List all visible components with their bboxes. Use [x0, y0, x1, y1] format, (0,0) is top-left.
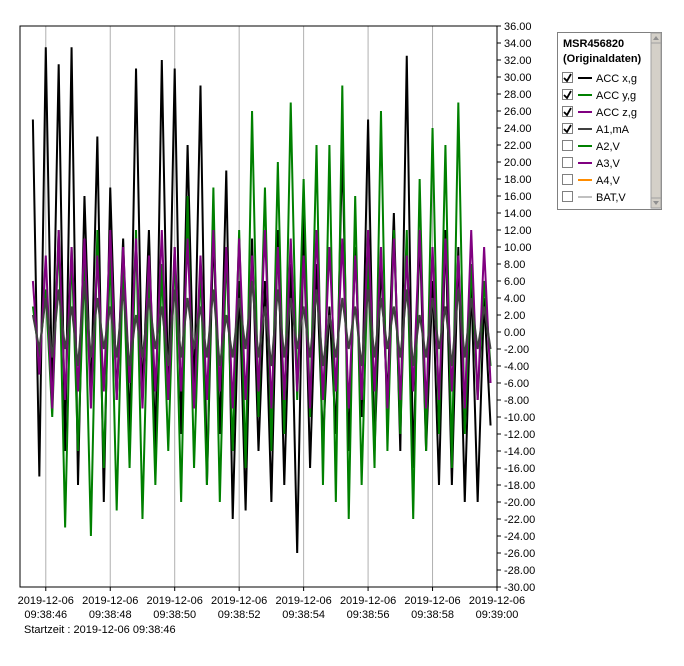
y-tick-label: 4.00 — [504, 293, 525, 305]
y-tick-label: -8.00 — [504, 395, 529, 407]
plot-border — [19, 25, 498, 588]
legend-checkbox[interactable] — [562, 191, 573, 202]
y-tick-label: -12.00 — [504, 429, 535, 441]
legend-label: A3,V — [596, 158, 621, 170]
y-tick-label: -14.00 — [504, 446, 535, 458]
x-tick-time: 09:38:58 — [411, 609, 454, 621]
legend-checkbox[interactable] — [562, 140, 573, 151]
x-tick-time: 09:38:46 — [24, 609, 67, 621]
y-tick-label: 28.00 — [504, 89, 532, 101]
y-tick-label: 34.00 — [504, 38, 532, 50]
checkmark — [563, 124, 572, 134]
y-tick-label: 30.00 — [504, 72, 532, 84]
scroll-thumb[interactable] — [650, 42, 662, 199]
x-tick-date: 2019-12-06 — [275, 595, 331, 607]
y-tick-label: -22.00 — [504, 514, 535, 526]
y-tick-label: 32.00 — [504, 55, 532, 67]
y-tick-label: -26.00 — [504, 548, 535, 560]
legend-title: MSR456820 — [563, 38, 624, 50]
x-tick-date: 2019-12-06 — [18, 595, 74, 607]
y-tick-label: -28.00 — [504, 565, 535, 577]
x-tick-date: 2019-12-06 — [340, 595, 396, 607]
legend-label: ACC z,g — [596, 107, 637, 119]
y-tick-label: -24.00 — [504, 531, 535, 543]
legend-checkbox[interactable] — [562, 174, 573, 185]
x-tick-time: 09:39:00 — [476, 609, 519, 621]
legend: MSR456820 (Originaldaten) ACC x,g ACC y,g… — [557, 32, 662, 210]
scroll-up-arrow — [653, 36, 659, 40]
y-tick-label: 20.00 — [504, 157, 532, 169]
x-tick-time: 09:38:50 — [153, 609, 196, 621]
legend-checkbox[interactable] — [562, 123, 573, 134]
x-tick-date: 2019-12-06 — [147, 595, 203, 607]
legend-subtitle: (Originaldaten) — [563, 53, 642, 65]
y-tick-label: -2.00 — [504, 344, 529, 356]
legend-label: BAT,V — [596, 192, 626, 204]
y-tick-label: 14.00 — [504, 208, 532, 220]
x-tick-date: 2019-12-06 — [82, 595, 138, 607]
legend-label: ACC x,g — [596, 73, 637, 85]
y-tick-label: 10.00 — [504, 242, 532, 254]
legend-checkbox[interactable] — [562, 89, 573, 100]
legend-label: A1,mA — [596, 124, 630, 136]
legend-label: ACC y,g — [596, 90, 636, 102]
checkmark — [563, 107, 572, 117]
y-tick-label: 36.00 — [504, 21, 532, 33]
checkmark — [563, 90, 572, 100]
y-tick-label: 24.00 — [504, 123, 532, 135]
y-tick-label: 18.00 — [504, 174, 532, 186]
y-tick-label: -30.00 — [504, 582, 535, 594]
start-time: Startzeit : 2019-12-06 09:38:46 — [24, 624, 176, 636]
x-tick-time: 09:38:48 — [89, 609, 132, 621]
legend-checkbox[interactable] — [562, 72, 573, 83]
legend-checkbox[interactable] — [562, 106, 573, 117]
y-tick-label: -4.00 — [504, 361, 529, 373]
y-tick-label: 26.00 — [504, 106, 532, 118]
y-tick-label: 12.00 — [504, 225, 532, 237]
legend-label: A4,V — [596, 175, 621, 187]
y-tick-label: -20.00 — [504, 497, 535, 509]
y-tick-label: -18.00 — [504, 480, 535, 492]
y-tick-label: 2.00 — [504, 310, 525, 322]
y-tick-label: -10.00 — [504, 412, 535, 424]
x-tick-time: 09:38:52 — [218, 609, 261, 621]
y-tick-label: 8.00 — [504, 259, 525, 271]
series-line — [31, 280, 492, 367]
scroll-down-arrow — [653, 201, 659, 205]
checkmark — [563, 73, 572, 83]
legend-checkbox[interactable] — [562, 157, 573, 168]
y-tick-label: -16.00 — [504, 463, 535, 475]
x-tick-date: 2019-12-06 — [211, 595, 267, 607]
x-tick-date: 2019-12-06 — [404, 595, 460, 607]
y-tick-label: 6.00 — [504, 276, 525, 288]
y-tick-label: -6.00 — [504, 378, 529, 390]
y-tick-label: 16.00 — [504, 191, 532, 203]
legend-label: A2,V — [596, 141, 621, 153]
x-tick-time: 09:38:56 — [347, 609, 390, 621]
x-tick-date: 2019-12-06 — [469, 595, 525, 607]
legend-box — [557, 32, 662, 210]
y-tick-label: 22.00 — [504, 140, 532, 152]
x-tick-time: 09:38:54 — [282, 609, 325, 621]
y-tick-label: 0.00 — [504, 327, 525, 339]
